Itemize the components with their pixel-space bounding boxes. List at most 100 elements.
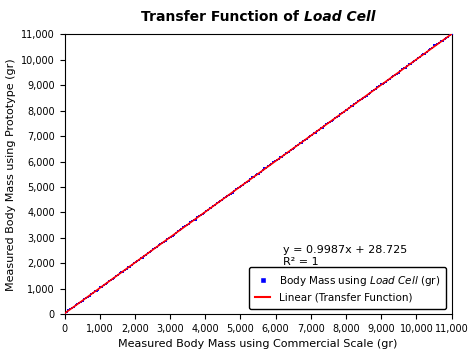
Point — [300, 138, 307, 143]
Point — [193, 214, 201, 220]
Point — [178, 226, 185, 232]
Point — [84, 295, 91, 300]
Point — [123, 266, 130, 272]
Point — [372, 86, 380, 92]
Point — [231, 188, 238, 193]
Point — [305, 134, 312, 140]
Point — [430, 43, 438, 48]
Point — [418, 53, 425, 58]
Point — [144, 250, 152, 256]
Point — [391, 72, 399, 78]
Point — [139, 255, 146, 261]
Point — [217, 198, 224, 204]
Point — [261, 165, 268, 171]
Point — [227, 191, 235, 196]
Point — [414, 55, 422, 61]
Point — [365, 91, 373, 97]
Point — [314, 128, 321, 134]
Point — [222, 194, 229, 200]
Point — [259, 168, 266, 173]
Point — [153, 244, 161, 250]
Point — [250, 174, 258, 180]
Point — [215, 199, 222, 205]
Point — [118, 269, 125, 275]
Point — [86, 293, 93, 299]
Point — [294, 142, 302, 148]
Point — [151, 246, 159, 251]
Point — [107, 278, 115, 283]
Point — [245, 178, 252, 184]
Point — [119, 269, 127, 274]
Point — [137, 256, 145, 261]
Point — [63, 309, 71, 315]
Point — [337, 111, 344, 116]
Point — [427, 46, 434, 52]
Point — [338, 110, 346, 116]
Point — [255, 171, 263, 176]
Point — [329, 117, 337, 122]
Point — [237, 184, 245, 189]
Point — [234, 185, 242, 191]
Point — [443, 35, 450, 41]
Point — [218, 197, 226, 202]
Point — [361, 94, 369, 100]
Point — [393, 71, 401, 77]
Point — [162, 238, 169, 244]
Point — [354, 98, 362, 104]
Point — [183, 223, 191, 228]
Point — [377, 81, 385, 87]
Point — [359, 95, 367, 101]
Point — [64, 307, 72, 313]
Point — [130, 261, 137, 266]
Point — [395, 70, 402, 76]
Point — [264, 164, 272, 169]
Point — [448, 31, 456, 37]
Point — [257, 169, 264, 175]
Point — [241, 180, 249, 186]
Point — [322, 121, 330, 127]
Point — [317, 125, 325, 131]
Point — [134, 258, 141, 264]
Point — [375, 83, 383, 89]
Point — [156, 241, 164, 247]
Point — [292, 143, 300, 149]
Point — [287, 147, 295, 153]
Point — [146, 249, 154, 255]
Point — [358, 96, 365, 102]
Point — [91, 289, 99, 294]
Point — [88, 291, 95, 297]
Point — [379, 81, 386, 86]
Point — [409, 59, 417, 65]
Point — [81, 296, 88, 302]
Point — [283, 150, 291, 156]
Point — [169, 233, 176, 238]
Point — [132, 259, 139, 265]
Point — [366, 90, 374, 95]
Point — [310, 130, 318, 136]
Point — [407, 61, 415, 66]
Point — [213, 200, 220, 206]
Point — [291, 145, 298, 151]
Point — [93, 288, 100, 294]
Point — [419, 51, 427, 57]
Point — [109, 276, 117, 282]
Point — [353, 100, 360, 105]
Point — [285, 149, 293, 154]
Point — [390, 73, 397, 79]
Point — [102, 282, 109, 287]
Point — [423, 49, 431, 55]
Point — [248, 175, 256, 180]
Point — [333, 114, 341, 120]
Point — [90, 290, 97, 296]
Point — [155, 242, 162, 248]
Point — [114, 272, 122, 278]
Point — [96, 284, 104, 290]
Point — [204, 207, 212, 213]
Point — [173, 230, 180, 236]
Point — [273, 157, 281, 163]
Point — [307, 133, 314, 139]
Text: y = 0.9987x + 28.725
R² = 1: y = 0.9987x + 28.725 R² = 1 — [283, 246, 407, 267]
Point — [298, 140, 305, 146]
Point — [340, 109, 347, 115]
Point — [374, 84, 381, 90]
